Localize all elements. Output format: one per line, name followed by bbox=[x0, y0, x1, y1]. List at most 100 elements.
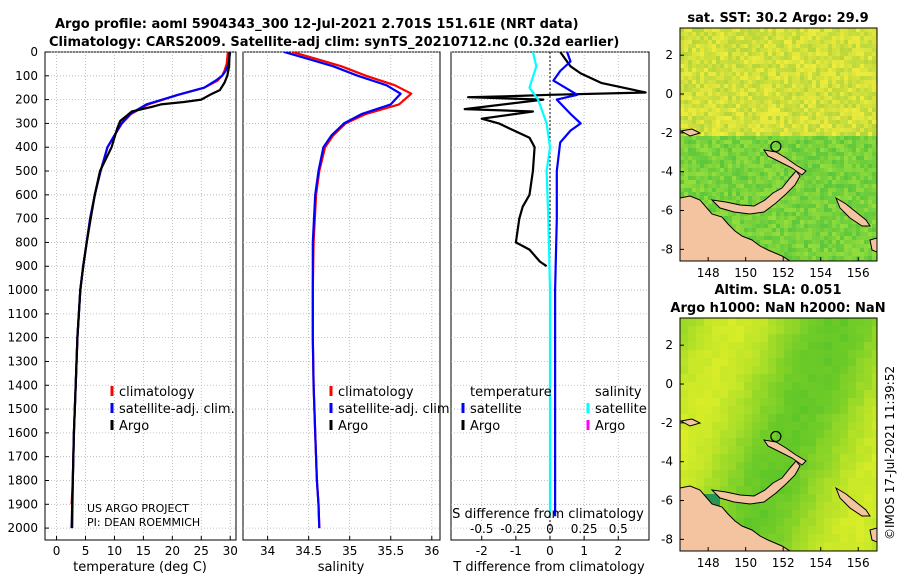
heatmap-cell bbox=[832, 212, 836, 216]
heatmap-cell bbox=[804, 88, 808, 92]
heatmap-cell bbox=[820, 88, 824, 92]
heatmap-cell bbox=[768, 478, 776, 486]
heatmap-cell bbox=[852, 64, 856, 68]
heatmap-cell bbox=[744, 80, 748, 84]
heatmap-cell bbox=[760, 68, 764, 72]
heatmap-cell bbox=[768, 56, 772, 60]
heatmap-cell bbox=[788, 144, 792, 148]
heatmap-cell bbox=[752, 140, 756, 144]
heatmap-cell bbox=[744, 486, 752, 494]
heatmap-cell bbox=[856, 342, 864, 350]
heatmap-cell bbox=[808, 136, 812, 140]
heatmap-cell bbox=[860, 92, 864, 96]
heatmap-cell bbox=[804, 216, 808, 220]
heatmap-cell bbox=[724, 160, 728, 164]
heatmap-cell bbox=[800, 358, 808, 366]
heatmap-cell bbox=[692, 164, 696, 168]
heatmap-cell bbox=[740, 132, 744, 136]
heatmap-cell bbox=[736, 136, 740, 140]
heatmap-cell bbox=[792, 204, 796, 208]
heatmap-cell bbox=[688, 342, 696, 350]
heatmap-cell bbox=[824, 68, 828, 72]
heatmap-cell bbox=[708, 104, 712, 108]
heatmap-cell bbox=[816, 32, 820, 36]
heatmap-cell bbox=[744, 96, 748, 100]
heatmap-cell bbox=[736, 510, 744, 518]
heatmap-cell bbox=[752, 120, 756, 124]
heatmap-cell bbox=[800, 132, 804, 136]
heatmap-cell bbox=[828, 152, 832, 156]
heatmap-cell bbox=[700, 148, 704, 152]
heatmap-cell bbox=[832, 382, 840, 390]
heatmap-cell bbox=[820, 232, 824, 236]
heatmap-cell bbox=[848, 200, 852, 204]
heatmap-cell bbox=[756, 180, 760, 184]
heatmap-cell bbox=[772, 56, 776, 60]
heatmap-cell bbox=[692, 84, 696, 88]
heatmap-cell bbox=[808, 104, 812, 108]
heatmap-cell bbox=[752, 188, 756, 192]
heatmap-cell bbox=[816, 382, 824, 390]
heatmap-cell bbox=[804, 28, 808, 32]
heatmap-cell bbox=[760, 156, 764, 160]
heatmap-cell bbox=[868, 180, 872, 184]
s-diff-tick-label: 0.25 bbox=[571, 522, 598, 536]
heatmap-cell bbox=[864, 334, 872, 342]
heatmap-cell bbox=[752, 96, 756, 100]
heatmap-cell bbox=[800, 216, 804, 220]
heatmap-cell bbox=[720, 152, 724, 156]
heatmap-cell bbox=[868, 120, 872, 124]
land-new-ireland bbox=[762, 439, 807, 466]
heatmap-cell bbox=[852, 140, 856, 144]
heatmap-cell bbox=[720, 390, 728, 398]
heatmap-cell bbox=[836, 60, 840, 64]
heatmap-cell bbox=[836, 120, 840, 124]
heatmap-cell bbox=[860, 132, 864, 136]
heatmap-cell bbox=[788, 128, 792, 132]
heatmap-cell bbox=[816, 144, 820, 148]
heatmap-cell bbox=[708, 56, 712, 60]
heatmap-cell bbox=[716, 208, 720, 212]
heatmap-cell bbox=[824, 542, 832, 550]
heatmap-cell bbox=[732, 108, 736, 112]
heatmap-cell bbox=[684, 60, 688, 64]
heatmap-cell bbox=[716, 196, 720, 200]
heatmap-cell bbox=[700, 140, 704, 144]
heatmap-cell bbox=[732, 48, 736, 52]
heatmap-cell bbox=[792, 256, 796, 260]
heatmap-cell bbox=[800, 32, 804, 36]
heatmap-cell bbox=[740, 196, 744, 200]
heatmap-cell bbox=[860, 168, 864, 172]
heatmap-cell bbox=[744, 200, 748, 204]
heatmap-cell bbox=[872, 60, 876, 64]
heatmap-cell bbox=[728, 88, 732, 92]
heatmap-cell bbox=[836, 244, 840, 248]
heatmap-cell bbox=[856, 252, 860, 256]
heatmap-cell bbox=[724, 28, 728, 32]
heatmap-cell bbox=[704, 350, 712, 358]
heatmap-cell bbox=[816, 478, 824, 486]
heatmap-cell bbox=[748, 228, 752, 232]
heatmap-cell bbox=[728, 406, 736, 414]
heatmap-cell bbox=[708, 160, 712, 164]
heatmap-cell bbox=[800, 112, 804, 116]
heatmap-cell bbox=[704, 116, 708, 120]
heatmap-cell bbox=[832, 422, 840, 430]
heatmap-cell bbox=[768, 224, 772, 228]
heatmap-cell bbox=[688, 160, 692, 164]
heatmap-cell bbox=[856, 164, 860, 168]
heatmap-cell bbox=[816, 148, 820, 152]
heatmap-cell bbox=[752, 36, 756, 40]
heatmap-cell bbox=[848, 342, 856, 350]
heatmap-cell bbox=[752, 172, 756, 176]
heatmap-cell bbox=[872, 478, 877, 486]
heatmap-cell bbox=[840, 390, 848, 398]
heatmap-cell bbox=[756, 76, 760, 80]
heatmap-cell bbox=[764, 184, 768, 188]
heatmap-cell bbox=[680, 148, 684, 152]
heatmap-cell bbox=[816, 342, 824, 350]
y-tick-label: 1600 bbox=[7, 426, 38, 440]
heatmap-cell bbox=[696, 84, 700, 88]
heatmap-cell bbox=[820, 116, 824, 120]
heatmap-cell bbox=[848, 326, 856, 334]
